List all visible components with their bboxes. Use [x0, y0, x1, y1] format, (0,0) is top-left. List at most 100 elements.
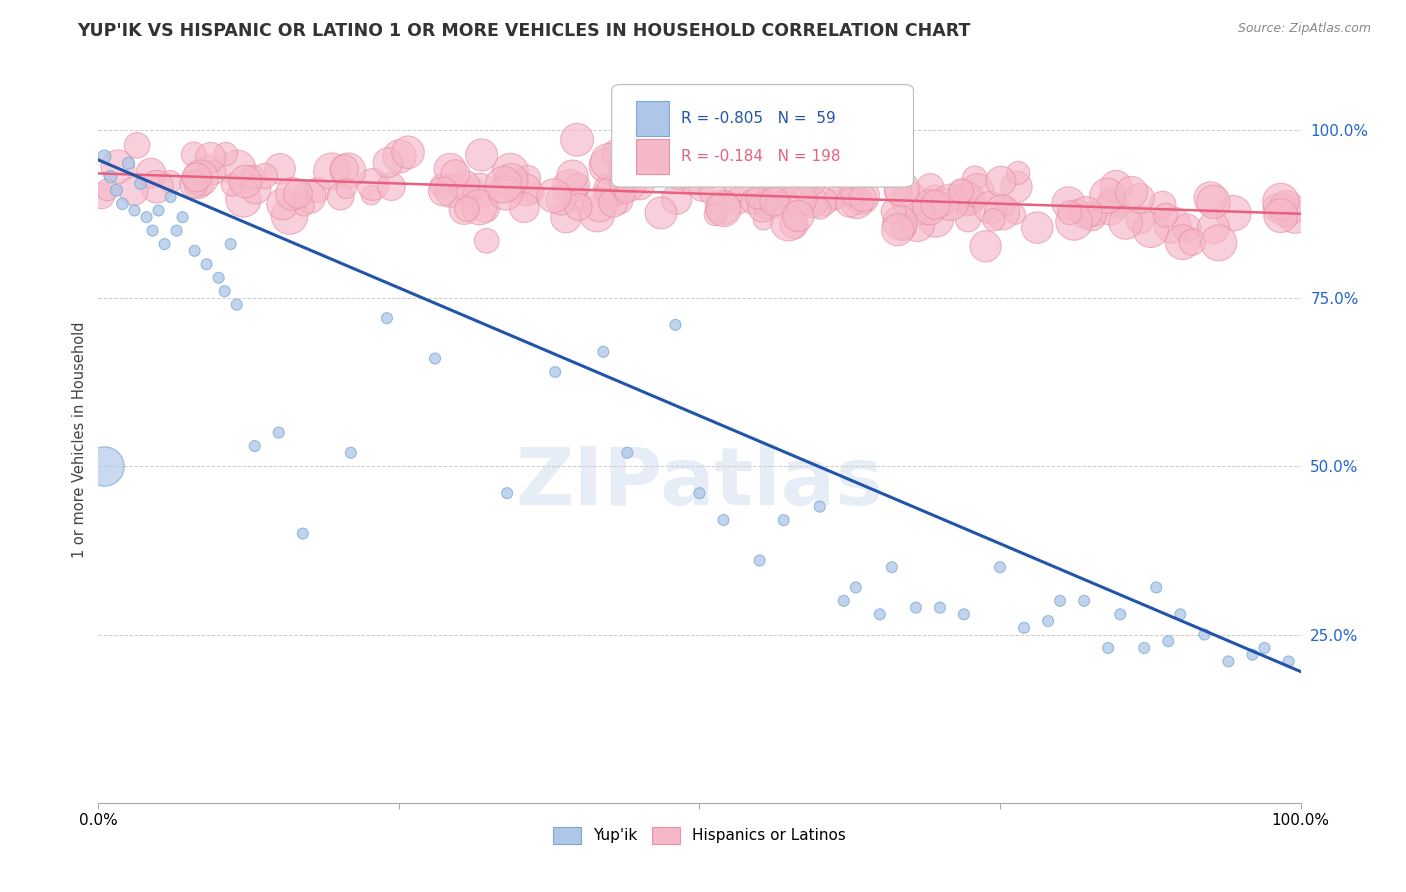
Point: [195, 257, 218, 271]
Point: [1057, 196, 1080, 211]
Point: [1157, 634, 1180, 648]
Point: [93, 459, 115, 474]
Point: [186, 170, 208, 185]
Point: [589, 198, 612, 212]
Point: [665, 193, 688, 207]
Point: [190, 170, 212, 185]
Point: [928, 600, 950, 615]
Point: [1284, 209, 1306, 223]
Point: [561, 169, 583, 183]
Point: [1241, 648, 1264, 662]
Point: [766, 182, 789, 196]
Point: [321, 164, 343, 178]
Text: R = -0.805   N =  59: R = -0.805 N = 59: [682, 112, 837, 126]
Point: [454, 178, 477, 193]
Point: [515, 183, 537, 197]
Point: [253, 169, 276, 183]
Point: [1170, 607, 1192, 622]
Point: [245, 182, 267, 196]
Point: [139, 166, 162, 180]
Point: [775, 193, 797, 207]
Point: [146, 179, 169, 194]
Point: [749, 187, 772, 202]
Point: [924, 212, 946, 227]
Point: [1202, 220, 1225, 235]
Point: [614, 186, 637, 201]
Point: [813, 194, 835, 209]
Point: [235, 175, 257, 189]
Point: [107, 160, 129, 174]
Point: [1133, 640, 1156, 655]
Point: [616, 446, 638, 460]
Point: [105, 183, 128, 197]
Point: [495, 186, 517, 200]
Point: [329, 190, 352, 204]
Point: [974, 239, 997, 253]
Point: [1005, 180, 1028, 194]
Point: [287, 186, 309, 201]
Point: [1115, 215, 1137, 229]
Point: [953, 607, 976, 622]
Point: [226, 161, 249, 176]
Point: [159, 190, 181, 204]
Point: [598, 154, 620, 169]
Point: [221, 178, 243, 193]
Point: [1194, 627, 1216, 641]
Text: Source: ZipAtlas.com: Source: ZipAtlas.com: [1237, 22, 1371, 36]
Point: [567, 178, 589, 192]
Point: [463, 182, 485, 196]
Point: [1272, 200, 1295, 214]
Point: [215, 147, 238, 161]
Point: [748, 553, 770, 567]
Point: [380, 179, 402, 194]
Point: [544, 365, 567, 379]
Point: [808, 500, 831, 514]
Point: [950, 184, 973, 198]
Point: [1099, 194, 1122, 209]
Point: [501, 173, 523, 187]
Point: [690, 182, 713, 196]
Point: [513, 201, 536, 215]
Point: [1105, 179, 1128, 194]
Point: [100, 169, 122, 184]
Point: [1012, 621, 1035, 635]
Point: [1171, 235, 1194, 250]
Point: [335, 181, 357, 195]
Point: [664, 318, 686, 332]
Point: [898, 193, 921, 207]
Point: [821, 193, 844, 207]
Point: [713, 513, 735, 527]
Text: YUP'IK VS HISPANIC OR LATINO 1 OR MORE VEHICLES IN HOUSEHOLD CORRELATION CHART: YUP'IK VS HISPANIC OR LATINO 1 OR MORE V…: [77, 22, 970, 40]
Point: [517, 170, 540, 185]
Point: [499, 178, 522, 193]
Point: [911, 204, 934, 219]
Point: [596, 159, 619, 173]
Point: [166, 224, 188, 238]
Point: [637, 161, 659, 176]
Point: [183, 147, 205, 161]
Point: [475, 234, 498, 248]
Point: [714, 166, 737, 180]
Point: [599, 184, 621, 198]
Point: [993, 199, 1015, 213]
Point: [565, 133, 588, 147]
Point: [375, 311, 398, 326]
Text: ZIPatlas: ZIPatlas: [516, 444, 883, 522]
Point: [887, 185, 910, 199]
Point: [1059, 205, 1081, 219]
Point: [444, 167, 467, 181]
Point: [127, 138, 149, 153]
Point: [1222, 206, 1244, 220]
Point: [751, 200, 773, 214]
Point: [361, 178, 384, 192]
Point: [1099, 202, 1122, 216]
Point: [787, 209, 810, 223]
Point: [1128, 191, 1150, 205]
Point: [555, 211, 578, 225]
Point: [592, 344, 614, 359]
Point: [924, 198, 946, 212]
Point: [90, 189, 112, 203]
Point: [979, 201, 1001, 215]
Point: [957, 212, 980, 227]
Point: [754, 200, 776, 214]
